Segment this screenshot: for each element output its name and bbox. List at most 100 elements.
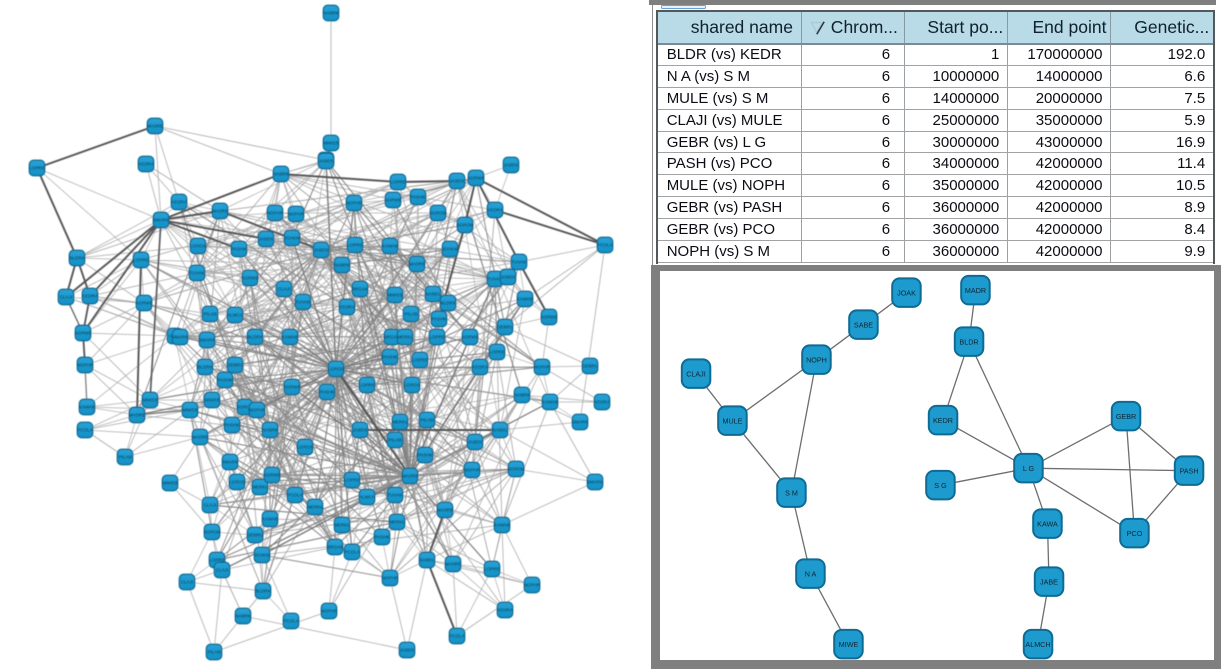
svg-text:PASHK: PASHK [417,453,433,458]
svg-text:JABEK: JABEK [353,428,368,433]
svg-text:CLAJI: CLAJI [278,287,291,292]
svg-text:NOPH: NOPH [807,356,828,365]
svg-text:MIWE: MIWE [839,640,859,649]
svg-text:PILAB: PILAB [404,312,417,317]
svg-text:JABEK: JABEK [314,248,329,253]
svg-text:KEDRA: KEDRA [487,208,504,213]
svg-text:NABRK: NABRK [235,614,252,619]
svg-text:PASHK: PASHK [431,317,447,322]
svg-text:JABEK: JABEK [400,648,415,653]
svg-text:LGROS: LGROS [404,383,420,388]
svg-text:PCOLA: PCOLA [344,550,361,555]
svg-text:TUVAK: TUVAK [296,300,312,305]
svg-text:MADRE: MADRE [129,413,146,418]
svg-text:PCOLA: PCOLA [77,428,94,433]
svg-text:KAWAB: KAWAB [382,244,398,249]
svg-text:BRGAN: BRGAN [352,287,368,292]
svg-text:NOPHR: NOPHR [524,583,541,588]
svg-text:NOPHR: NOPHR [534,365,551,370]
svg-text:SMARK: SMARK [222,460,239,465]
svg-text:JABEK: JABEK [319,159,334,164]
svg-text:MERKL: MERKL [334,523,350,528]
svg-text:MERKL: MERKL [389,520,405,525]
svg-text:KEDRA: KEDRA [82,294,99,299]
svg-text:SABE: SABE [854,321,873,330]
svg-text:N A: N A [805,570,817,579]
svg-text:AGRWE: AGRWE [467,176,484,181]
svg-text:S G: S G [935,481,948,490]
svg-text:PASHK: PASHK [217,378,233,383]
svg-text:MADRE: MADRE [212,209,229,214]
svg-text:KEDRA: KEDRA [594,400,611,405]
svg-text:ALMCH: ALMCH [359,495,375,500]
svg-text:KEDRA: KEDRA [339,305,356,310]
svg-text:MIWEB: MIWEB [387,293,403,298]
svg-text:MIWEB: MIWEB [323,141,339,146]
svg-text:MERKL: MERKL [307,505,323,510]
svg-text:LGROS: LGROS [190,244,206,249]
svg-text:LOPRE: LOPRE [347,243,363,248]
svg-text:LOPRE: LOPRE [29,166,45,171]
svg-text:KAWAB: KAWAB [494,523,510,528]
svg-text:LOPRE: LOPRE [484,567,500,572]
svg-text:BRGAN: BRGAN [384,335,400,340]
svg-text:MIWEB: MIWEB [162,481,178,486]
svg-text:CLAJI: CLAJI [687,370,707,379]
svg-text:PASHK: PASHK [374,535,390,540]
svg-text:KEDRA: KEDRA [138,162,155,167]
svg-text:KAWAB: KAWAB [262,517,278,522]
svg-text:PCOLA: PCOLA [597,243,614,248]
svg-text:NOPHR: NOPHR [464,468,481,473]
svg-text:BLDRK: BLDRK [255,589,271,594]
svg-text:LGROS: LGROS [328,367,344,372]
svg-text:SABEL: SABEL [426,292,441,297]
svg-text:CLAJI: CLAJI [216,568,229,573]
svg-text:NOPHR: NOPHR [249,408,266,413]
svg-text:PCOLA: PCOLA [449,634,466,639]
svg-text:MADRE: MADRE [147,124,164,129]
svg-text:NOPHR: NOPHR [267,211,284,216]
svg-text:JABE: JABE [1040,578,1058,587]
svg-text:GEBRU: GEBRU [497,325,513,330]
svg-text:AGRWE: AGRWE [384,198,401,203]
svg-text:KAWAB: KAWAB [282,335,298,340]
svg-text:LOPRE: LOPRE [429,335,445,340]
svg-text:PILAB: PILAB [118,455,131,460]
svg-text:JOAKM: JOAKM [442,247,458,252]
svg-text:NOPHR: NOPHR [346,201,363,206]
svg-text:NABRK: NABRK [273,172,290,177]
svg-text:PCOLA: PCOLA [283,619,300,624]
svg-text:SGROM: SGROM [456,223,474,228]
svg-text:PASHK: PASHK [224,423,240,428]
svg-text:NABRK: NABRK [334,263,351,268]
svg-text:PASH: PASH [1180,467,1199,476]
svg-text:NABRK: NABRK [323,11,340,16]
svg-text:KAWAB: KAWAB [542,400,558,405]
svg-text:PASHK: PASHK [231,247,247,252]
svg-text:KAWAB: KAWAB [79,405,95,410]
svg-text:NABRK: NABRK [262,428,279,433]
svg-text:PILAB: PILAB [203,312,216,317]
svg-text:NABRK: NABRK [514,393,531,398]
svg-text:NOPHR: NOPHR [321,609,338,614]
svg-text:JABEK: JABEK [468,440,483,445]
svg-text:GEBRU: GEBRU [227,363,243,368]
svg-text:MADRE: MADRE [402,474,419,479]
svg-text:MULE: MULE [723,417,743,426]
svg-text:AGRWE: AGRWE [461,335,478,340]
svg-text:MIWEB: MIWEB [182,408,198,413]
svg-text:SGROM: SGROM [236,405,254,410]
svg-text:MADRE: MADRE [437,508,454,513]
svg-text:LOPRE: LOPRE [133,258,149,263]
svg-text:PILAB: PILAB [207,650,220,655]
svg-text:CLAJI: CLAJI [60,295,73,300]
svg-text:BLDRK: BLDRK [69,256,85,261]
svg-text:NOPHR: NOPHR [77,363,94,368]
svg-text:JABEK: JABEK [259,237,274,242]
svg-text:LOPRE: LOPRE [390,180,406,185]
svg-text:JABEK: JABEK [504,163,519,168]
svg-text:PASHK: PASHK [382,355,398,360]
svg-text:JABEK: JABEK [501,275,516,280]
svg-text:LOPRE: LOPRE [359,383,375,388]
svg-text:NOPHR: NOPHR [382,576,399,581]
